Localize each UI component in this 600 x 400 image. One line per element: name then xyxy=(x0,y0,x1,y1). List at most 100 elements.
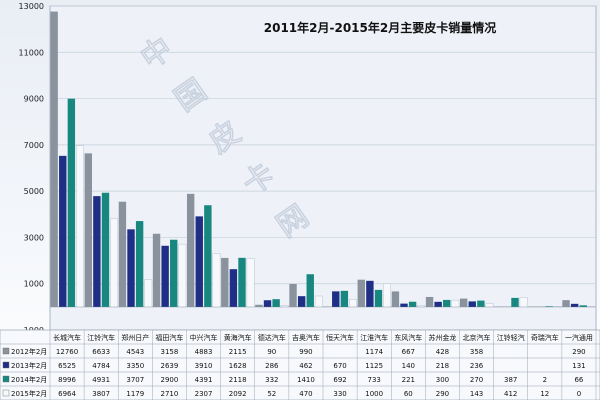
bar xyxy=(468,301,476,307)
x-tick-label: 苏州金龙 xyxy=(428,333,456,342)
table-cell-value: 428 xyxy=(436,348,449,356)
table-cell-value: 2 xyxy=(543,376,547,384)
table-cell-value: 412 xyxy=(504,390,517,398)
bar xyxy=(314,295,323,308)
table-cell-value: 131 xyxy=(572,362,585,370)
bar xyxy=(263,300,272,307)
table-cell-value: 8996 xyxy=(58,376,76,384)
bar xyxy=(127,229,135,307)
x-tick-label: 福田汽车 xyxy=(155,333,183,342)
table-cell-value: 1179 xyxy=(126,390,144,398)
table-cell-value: 1125 xyxy=(365,362,383,370)
legend-label: 2015年2月 xyxy=(11,389,47,398)
bar xyxy=(50,11,58,307)
bar xyxy=(425,296,434,307)
x-tick-label: 一汽通用 xyxy=(565,333,593,342)
table-cell-value: 2900 xyxy=(161,376,179,384)
bar xyxy=(417,305,426,308)
bar xyxy=(374,289,383,307)
bar xyxy=(178,243,187,308)
bar xyxy=(280,305,289,308)
bar xyxy=(477,300,485,307)
x-tick-label: 吉奥汽车 xyxy=(292,333,320,342)
bar xyxy=(195,216,203,307)
x-tick-label: 北京汽车 xyxy=(463,333,491,342)
table-cell-value: 1628 xyxy=(229,362,247,370)
x-tick-label: 德达汽车 xyxy=(258,333,286,342)
table-cell-value: 462 xyxy=(299,362,312,370)
bar xyxy=(186,193,195,307)
x-tick-label: 中兴汽车 xyxy=(190,333,218,342)
table-cell-value: 12 xyxy=(540,390,549,398)
bar xyxy=(459,298,468,307)
bar xyxy=(204,205,212,307)
table-cell-value: 3158 xyxy=(161,348,179,356)
x-tick-label: 恒天汽车 xyxy=(326,333,354,342)
bar xyxy=(349,298,357,308)
x-tick-label: 江淮汽车 xyxy=(360,333,388,342)
bar xyxy=(511,297,519,307)
bar xyxy=(255,304,263,307)
x-tick-label: 东风汽车 xyxy=(394,333,422,342)
table-cell-value: 670 xyxy=(333,362,346,370)
data-table xyxy=(0,329,600,400)
table-cell-value: 2307 xyxy=(195,390,213,398)
bar xyxy=(408,301,417,307)
table-cell-value: 290 xyxy=(436,390,449,398)
table-cell-value: 270 xyxy=(470,376,483,384)
bar xyxy=(289,283,297,307)
table-cell-value: 667 xyxy=(402,348,415,356)
table-cell-value: 4931 xyxy=(92,376,110,384)
table-cell-value: 12760 xyxy=(56,348,78,356)
table-cell-value: 60 xyxy=(404,390,413,398)
table-cell-value: 6964 xyxy=(58,390,76,398)
bar xyxy=(579,305,587,307)
bar xyxy=(272,299,280,307)
bar xyxy=(246,258,255,308)
chart-title: 2011年2月-2015年2月主要皮卡销量情况 xyxy=(264,20,496,35)
table-cell-value: 3910 xyxy=(195,362,213,370)
bar xyxy=(110,218,119,308)
table-cell-value: 3807 xyxy=(92,390,110,398)
table-cell-value: 4784 xyxy=(92,362,110,370)
bar xyxy=(340,290,349,307)
bar xyxy=(357,279,365,307)
table-cell-value: 3350 xyxy=(126,362,144,370)
bar xyxy=(135,221,144,307)
table-cell-value: 236 xyxy=(470,362,484,370)
legend-swatch xyxy=(2,375,10,383)
table-cell-value: 1000 xyxy=(365,390,383,398)
bar xyxy=(297,296,306,307)
table-cell-value: 3707 xyxy=(126,376,144,384)
table-cell-value: 300 xyxy=(436,376,449,384)
table-cell-value: 358 xyxy=(470,348,483,356)
table-cell-value: 330 xyxy=(333,390,346,398)
table-cell-value: 290 xyxy=(572,348,585,356)
bar xyxy=(67,98,76,307)
table-cell-value: 2115 xyxy=(229,348,247,356)
x-tick-label: 郑州日产 xyxy=(121,333,149,342)
table-cell-value: 1410 xyxy=(297,376,315,384)
bar xyxy=(118,201,127,307)
table-cell-value: 218 xyxy=(436,362,449,370)
bar xyxy=(161,245,169,307)
bar xyxy=(570,303,579,307)
table-cell-value: 387 xyxy=(504,376,517,384)
table-cell-value: 2092 xyxy=(229,390,247,398)
bar xyxy=(434,301,442,307)
table-cell-value: 4883 xyxy=(195,348,213,356)
y-tick-label: 11000 xyxy=(19,48,44,57)
bar xyxy=(59,155,67,307)
bar xyxy=(238,257,246,307)
legend-swatch xyxy=(2,347,10,355)
table-cell-value: 6633 xyxy=(92,348,110,356)
table-cell-value: 221 xyxy=(402,376,415,384)
table-cell-value: 990 xyxy=(299,348,312,356)
table-cell-value: 4543 xyxy=(126,348,144,356)
table-cell-value: 1174 xyxy=(365,348,383,356)
table-cell-value: 52 xyxy=(267,390,276,398)
legend-label: 2013年2月 xyxy=(11,361,47,370)
x-tick-label: 江铃轻汽 xyxy=(497,333,525,342)
bar xyxy=(170,239,178,307)
